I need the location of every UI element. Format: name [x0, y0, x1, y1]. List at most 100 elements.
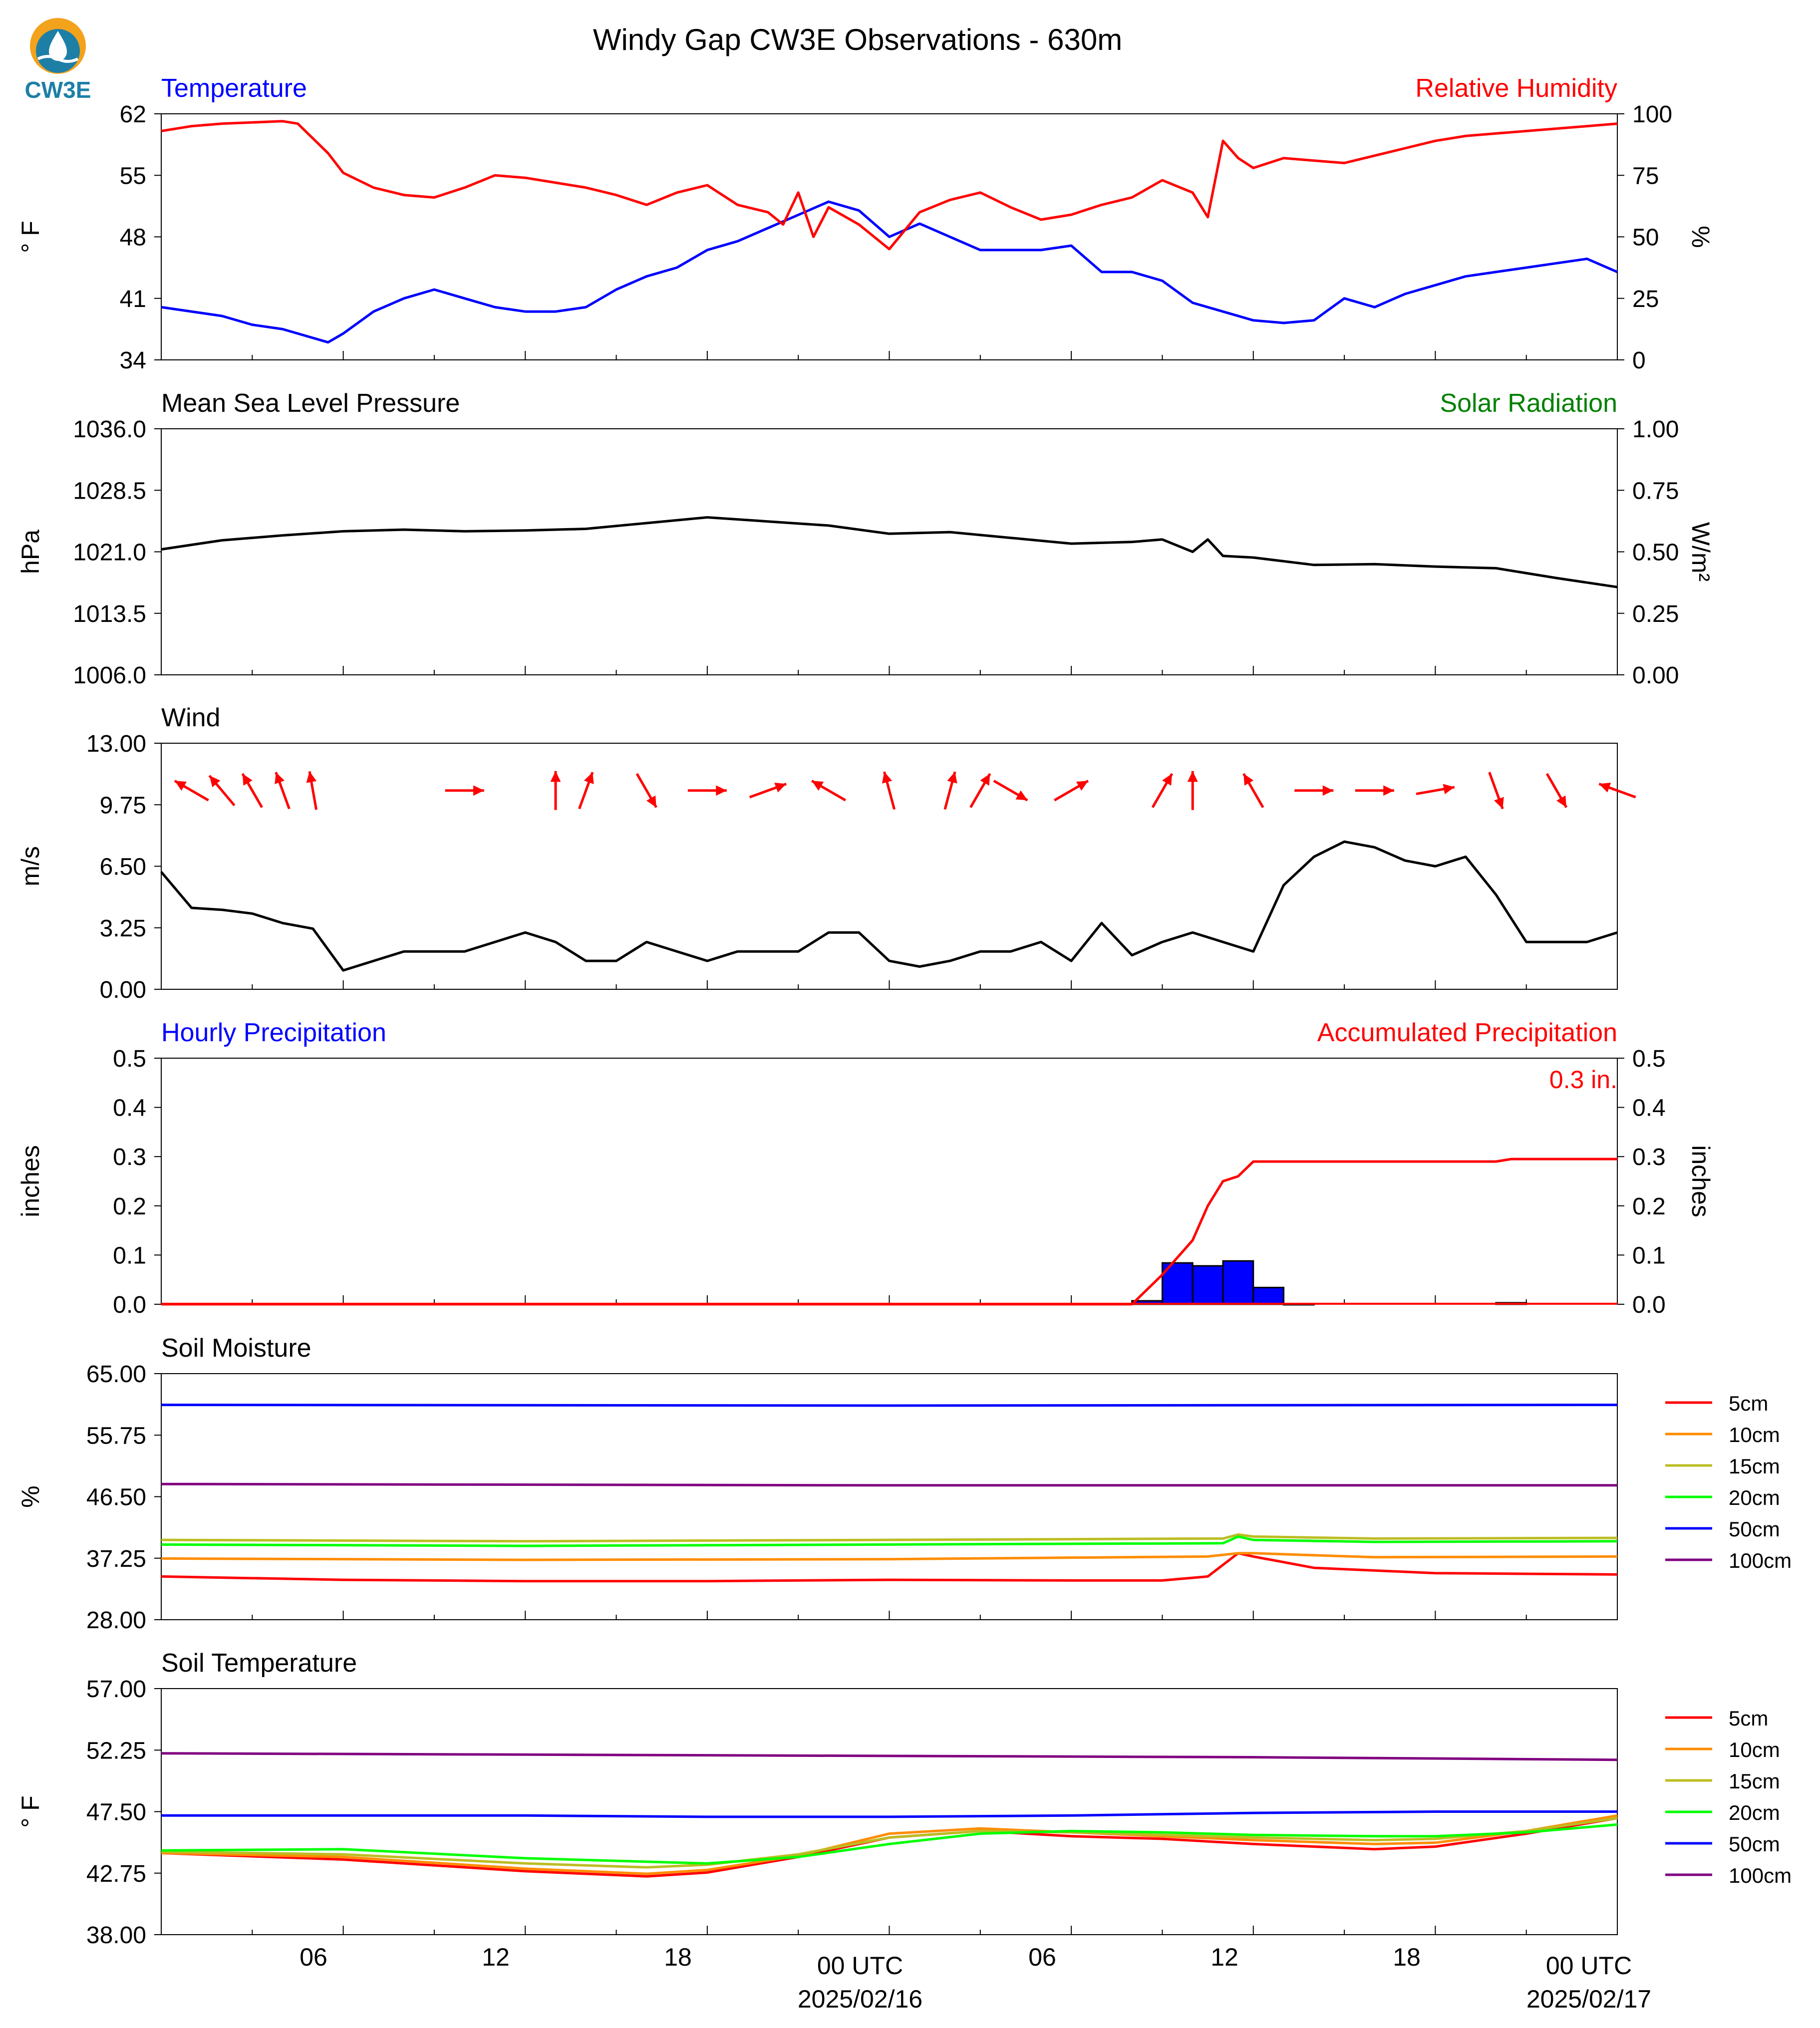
- wind-arrow-head: [1443, 784, 1455, 795]
- y-tick-label-right: 0: [1632, 347, 1646, 374]
- y-tick-label-left: 0.5: [113, 1046, 146, 1072]
- wind-arrow-head: [1556, 795, 1566, 808]
- y-tick-label-left: 1006.0: [73, 662, 146, 689]
- wind-arrow: [241, 773, 263, 808]
- legend-label-100cm: 100cm: [1729, 1549, 1792, 1572]
- x-tick-label: 00 UTC: [1546, 1952, 1632, 1980]
- y-tick-label-right: 0.3: [1632, 1144, 1666, 1170]
- wind-arrow: [275, 772, 291, 810]
- panel-temperature-humidity: 62 55 48 41 34 100 75 50 25 0 Temperature Relative …: [16, 74, 1715, 374]
- series-line-5cm: [161, 1552, 1618, 1583]
- y-tick-label-right: 0.5: [1632, 1046, 1666, 1072]
- x-tick-label: 18: [1393, 1943, 1421, 1971]
- precip-total-annotation: 0.3 in.: [1549, 1066, 1617, 1094]
- wind-arrow: [208, 775, 236, 807]
- wind-arrow-head: [550, 771, 561, 782]
- wind-arrow: [969, 773, 991, 808]
- x-axis-labels: 06 12 18 00 UTC 06 12 18 00 UTC 2025/02/…: [300, 1943, 1651, 2013]
- wind-arrow-head: [716, 785, 727, 796]
- wind-arrow-head: [1076, 781, 1088, 791]
- x-tick-label: 06: [300, 1943, 327, 1971]
- wind-arrow-head: [584, 772, 594, 785]
- x-tick-label: 00 UTC: [817, 1952, 903, 1980]
- cw3e-logo: CW3E: [25, 18, 91, 103]
- wind-arrow: [306, 771, 318, 810]
- y-tick-label-right: 0.4: [1632, 1095, 1666, 1122]
- y-tick-label-left: 47.50: [86, 1799, 146, 1826]
- wind-arrow-head: [242, 774, 253, 786]
- y-tick-label-left: 62: [120, 101, 146, 128]
- wind-arrow-head: [1383, 785, 1394, 796]
- panel-title-left: Hourly Precipitation: [161, 1018, 386, 1047]
- y-tick-label-left: 1036.0: [73, 416, 146, 443]
- precip-bar: [1222, 1260, 1254, 1305]
- wind-arrow-head: [1494, 797, 1504, 809]
- series-line-humidity: [161, 120, 1618, 251]
- x-date-label: 2025/02/16: [798, 1985, 922, 2013]
- panel-title-left: Wind: [161, 703, 220, 732]
- logo-text: CW3E: [25, 77, 91, 103]
- y-tick-label-right: 0.1: [1632, 1242, 1666, 1269]
- wind-arrow-head: [646, 795, 656, 808]
- wind-arrow-head: [1243, 774, 1254, 786]
- y-tick-label-left: 41: [120, 286, 146, 312]
- y-tick-label-left: 0.0: [113, 1292, 146, 1318]
- y-axis-label-left: ° F: [16, 221, 44, 253]
- panel-pressure-solar: 1036.0 1028.5 1021.0 1013.5 1006.0 1.00 0.75 0.…: [16, 389, 1715, 689]
- wind-arrow: [1545, 773, 1568, 808]
- legend-label-50cm: 50cm: [1729, 1517, 1780, 1541]
- wind-arrow-head: [209, 775, 221, 788]
- wind-arrow-head: [812, 781, 824, 791]
- series-line-accumulated: [161, 1158, 1617, 1306]
- wind-arrow: [749, 783, 787, 799]
- series-line-pressure: [161, 516, 1618, 588]
- wind-arrow: [993, 780, 1028, 802]
- precip-bar: [1252, 1286, 1285, 1305]
- figure-title: Windy Gap CW3E Observations - 630m: [593, 23, 1122, 56]
- series-line-100cm: [161, 1752, 1618, 1761]
- logo-drop-icon: [49, 31, 67, 61]
- y-tick-label-left: 0.3: [113, 1144, 146, 1170]
- wind-arrow-head: [1162, 774, 1172, 786]
- y-tick-label-right: 0.2: [1632, 1193, 1666, 1220]
- series-line-100cm: [161, 1482, 1617, 1487]
- series-line-temperature: [161, 200, 1618, 344]
- y-tick-label-left: 13.00: [86, 731, 146, 757]
- wind-arrow: [578, 772, 594, 810]
- y-tick-label-right: 1.00: [1632, 416, 1679, 443]
- wind-arrow: [635, 773, 657, 808]
- panel-title-right: Solar Radiation: [1440, 389, 1617, 418]
- y-axis-label-right: %: [1687, 226, 1715, 248]
- wind-arrow: [445, 785, 484, 796]
- series-line-10cm: [161, 1814, 1618, 1875]
- panels: 62 55 48 41 34 100 75 50 25 0 Temperature Relative …: [16, 74, 1792, 1949]
- y-axis-label-left: hPa: [16, 530, 44, 574]
- y-axis-label-right: inches: [1687, 1145, 1715, 1217]
- panel-title-left: Soil Moisture: [161, 1334, 311, 1363]
- y-axis-label-left: inches: [16, 1145, 44, 1217]
- y-tick-label-right: 0.50: [1632, 540, 1679, 566]
- y-tick-label-left: 57.00: [86, 1676, 146, 1703]
- wind-arrow: [1598, 783, 1636, 799]
- legend-label-20cm: 20cm: [1729, 1486, 1780, 1509]
- wind-arrow: [174, 780, 209, 802]
- x-tick-label: 12: [1211, 1943, 1238, 1971]
- legend-label-100cm: 100cm: [1729, 1864, 1792, 1887]
- y-tick-label-left: 0.2: [113, 1193, 146, 1220]
- y-tick-label-left: 0.4: [113, 1095, 146, 1122]
- x-tick-label: 18: [664, 1943, 692, 1971]
- panel-title-left: Mean Sea Level Pressure: [161, 389, 460, 418]
- y-tick-label-right: 0.0: [1632, 1292, 1666, 1318]
- wind-arrow-head: [1015, 790, 1028, 801]
- wind-arrow: [1416, 784, 1455, 796]
- legend-label-5cm: 5cm: [1729, 1707, 1768, 1730]
- logo-wave-icon: [37, 55, 79, 63]
- wind-arrow-head: [306, 771, 317, 783]
- legend-label-10cm: 10cm: [1729, 1423, 1780, 1447]
- panel-title-right: Relative Humidity: [1415, 74, 1617, 103]
- series-line-15cm: [161, 1533, 1618, 1543]
- wind-arrow-head: [882, 772, 893, 784]
- y-tick-label-left: 0.00: [100, 977, 146, 1003]
- y-axis-label-left: m/s: [16, 846, 44, 886]
